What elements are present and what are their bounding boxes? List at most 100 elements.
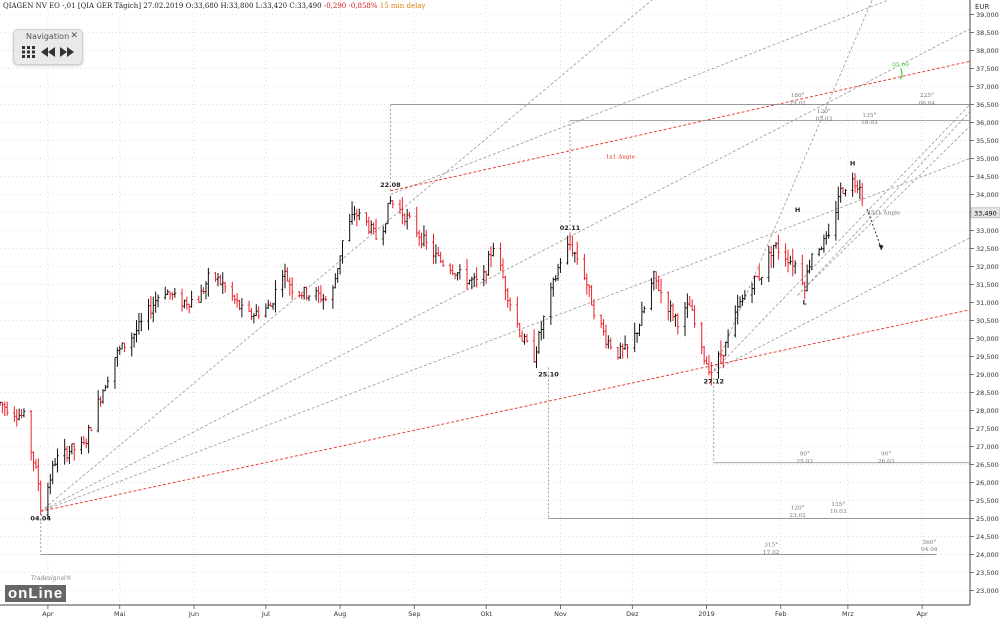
gann-fan-line	[797, 111, 971, 296]
close-value: C:33,490	[289, 2, 322, 10]
navigation-panel[interactable]: Navigation ✕	[13, 29, 83, 65]
delay-note: 15 min delay	[379, 2, 426, 10]
y-tick-label: 30,000	[976, 335, 999, 343]
y-tick-label: 37,500	[976, 65, 999, 73]
gann-annotation: 120°	[791, 506, 805, 512]
gann-annotation: 04.04	[921, 547, 938, 553]
y-tick-label: 31,500	[976, 281, 999, 289]
gann-annotation: 26.03	[878, 459, 895, 465]
gann-fan-line	[40, 158, 971, 512]
gann-annotation: 10.03	[830, 509, 847, 515]
grid-lines	[0, 0, 970, 605]
rewind-icon[interactable]	[41, 45, 55, 59]
change-value: -0,290 -0,858%	[323, 2, 378, 10]
gann-annotation: 25.02	[796, 459, 813, 465]
gann-fan-line	[797, 125, 971, 296]
gann-annotation: 90°	[800, 452, 810, 458]
gann-annotation: 120°	[817, 109, 831, 115]
y-tick-label: 30,500	[976, 317, 999, 325]
y-tick-label: 35,000	[976, 155, 999, 163]
angle-line-red	[390, 60, 971, 192]
x-tick-label: Okt	[480, 610, 492, 618]
quote-date: 27.02.2019	[143, 2, 184, 10]
gann-fan-line	[40, 0, 653, 512]
gann-annotation: 360°	[922, 540, 936, 546]
annotation-layer: 04.04 22.08 02.11 25.10 27.12 H H L 180° 29.02 120…	[30, 63, 937, 556]
fast-forward-icon[interactable]	[60, 45, 74, 59]
y-tick-label: 29,000	[976, 371, 999, 379]
y-tick-label: 23,500	[976, 569, 999, 577]
x-axis: Apr Mai Jun Jul Aug Sep Okt Nov Dez 2019 Feb Mrz Apr	[0, 604, 970, 618]
gann-fan-line	[40, 28, 971, 512]
pivot-label: 27.12	[703, 378, 724, 386]
x-tick-label: Feb	[775, 610, 787, 618]
gann-fan-line	[713, 237, 971, 372]
x-tick-label: Jun	[188, 610, 199, 618]
gann-annotation: 1x1 Angle	[606, 154, 636, 160]
instrument-name: QIAGEN NV EO -,01 [QIA GER Tägich]	[3, 2, 142, 10]
pivot-label: 22.08	[380, 181, 401, 189]
pivot-label: 02.11	[560, 224, 581, 232]
projection-arrow	[866, 208, 882, 249]
angle-line-red	[40, 309, 971, 512]
gann-annotation: 225°	[920, 93, 934, 99]
y-tick-label: 34,000	[976, 191, 999, 199]
x-tick-label: Aug	[334, 610, 347, 618]
gann-annotation: 17.02	[763, 550, 780, 556]
y-tick-label: 32,000	[976, 263, 999, 271]
grid-icon[interactable]	[22, 45, 36, 59]
y-tick-label: 27,500	[976, 425, 999, 433]
gann-fan-line	[713, 104, 971, 372]
y-tick-label: 26,000	[976, 479, 999, 487]
pivot-label: 04.04	[30, 514, 51, 522]
x-tick-label: Mrz	[842, 610, 854, 618]
y-tick-label: 36,000	[976, 119, 999, 127]
y-tick-label: 37,000	[976, 83, 999, 91]
y-tick-label: 32,500	[976, 245, 999, 253]
y-tick-label: 28,500	[976, 389, 999, 397]
y-tick-label: 29,500	[976, 353, 999, 361]
x-tick-label: Dez	[626, 610, 639, 618]
gann-annotation: 05.03	[816, 117, 833, 123]
close-icon[interactable]: ✕	[70, 31, 78, 41]
tradesignal-logo: Tradesignal® onLine	[5, 575, 72, 602]
y-tick-label: 28,000	[976, 407, 999, 415]
logo-subtitle: Tradesignal®	[31, 575, 72, 582]
y-tick-label: 25,500	[976, 497, 999, 505]
gann-annotation: 180°	[791, 93, 805, 99]
current-price-label: 33,490	[974, 209, 997, 217]
y-axis: 23,000 23,500 24,000 24,500 25,000 25,500 26,0…	[969, 0, 1000, 605]
pivot-label: H	[850, 159, 855, 167]
open-value: O:33,680	[185, 2, 219, 10]
navigation-title: Navigation	[26, 32, 70, 41]
x-tick-label: Mai	[114, 610, 126, 618]
x-tick-label: Apr	[916, 610, 928, 618]
y-tick-label: 35,500	[976, 137, 999, 145]
gann-annotation: 45x1 Angle	[867, 210, 901, 216]
y-tick-label: 24,500	[976, 533, 999, 541]
y-tick-label: 39,000	[976, 11, 999, 19]
gann-annotation: 23.02	[789, 513, 806, 519]
y-tick-label: 33,000	[976, 227, 999, 235]
low-value: L:33,420	[255, 2, 288, 10]
gann-annotation: 05.09	[892, 63, 909, 69]
x-tick-label: Apr	[42, 610, 54, 618]
logo-text: onLine	[5, 585, 67, 602]
x-tick-label: Jul	[261, 610, 270, 618]
x-tick-label: 2019	[698, 610, 715, 618]
currency-label: EUR	[975, 3, 990, 11]
current-price-box	[970, 207, 1000, 219]
gann-fan-line	[713, 0, 873, 372]
y-tick-label: 31,000	[976, 299, 999, 307]
y-tick-label: 36,500	[976, 101, 999, 109]
pivot-label: L	[803, 298, 807, 306]
y-tick-label: 25,000	[976, 515, 999, 523]
pivot-label: H	[795, 206, 800, 214]
price-bars	[0, 172, 864, 520]
gann-annotation: 135°	[862, 113, 876, 119]
chart-header: QIAGEN NV EO -,01 [QIA GER Tägich] 27.02…	[3, 2, 425, 10]
x-tick-label: Nov	[554, 610, 567, 618]
y-tick-label: 34,500	[976, 173, 999, 181]
gann-annotation: 06.04	[919, 101, 936, 107]
